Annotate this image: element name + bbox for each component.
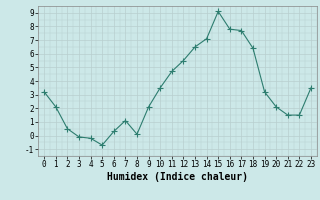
- X-axis label: Humidex (Indice chaleur): Humidex (Indice chaleur): [107, 172, 248, 182]
